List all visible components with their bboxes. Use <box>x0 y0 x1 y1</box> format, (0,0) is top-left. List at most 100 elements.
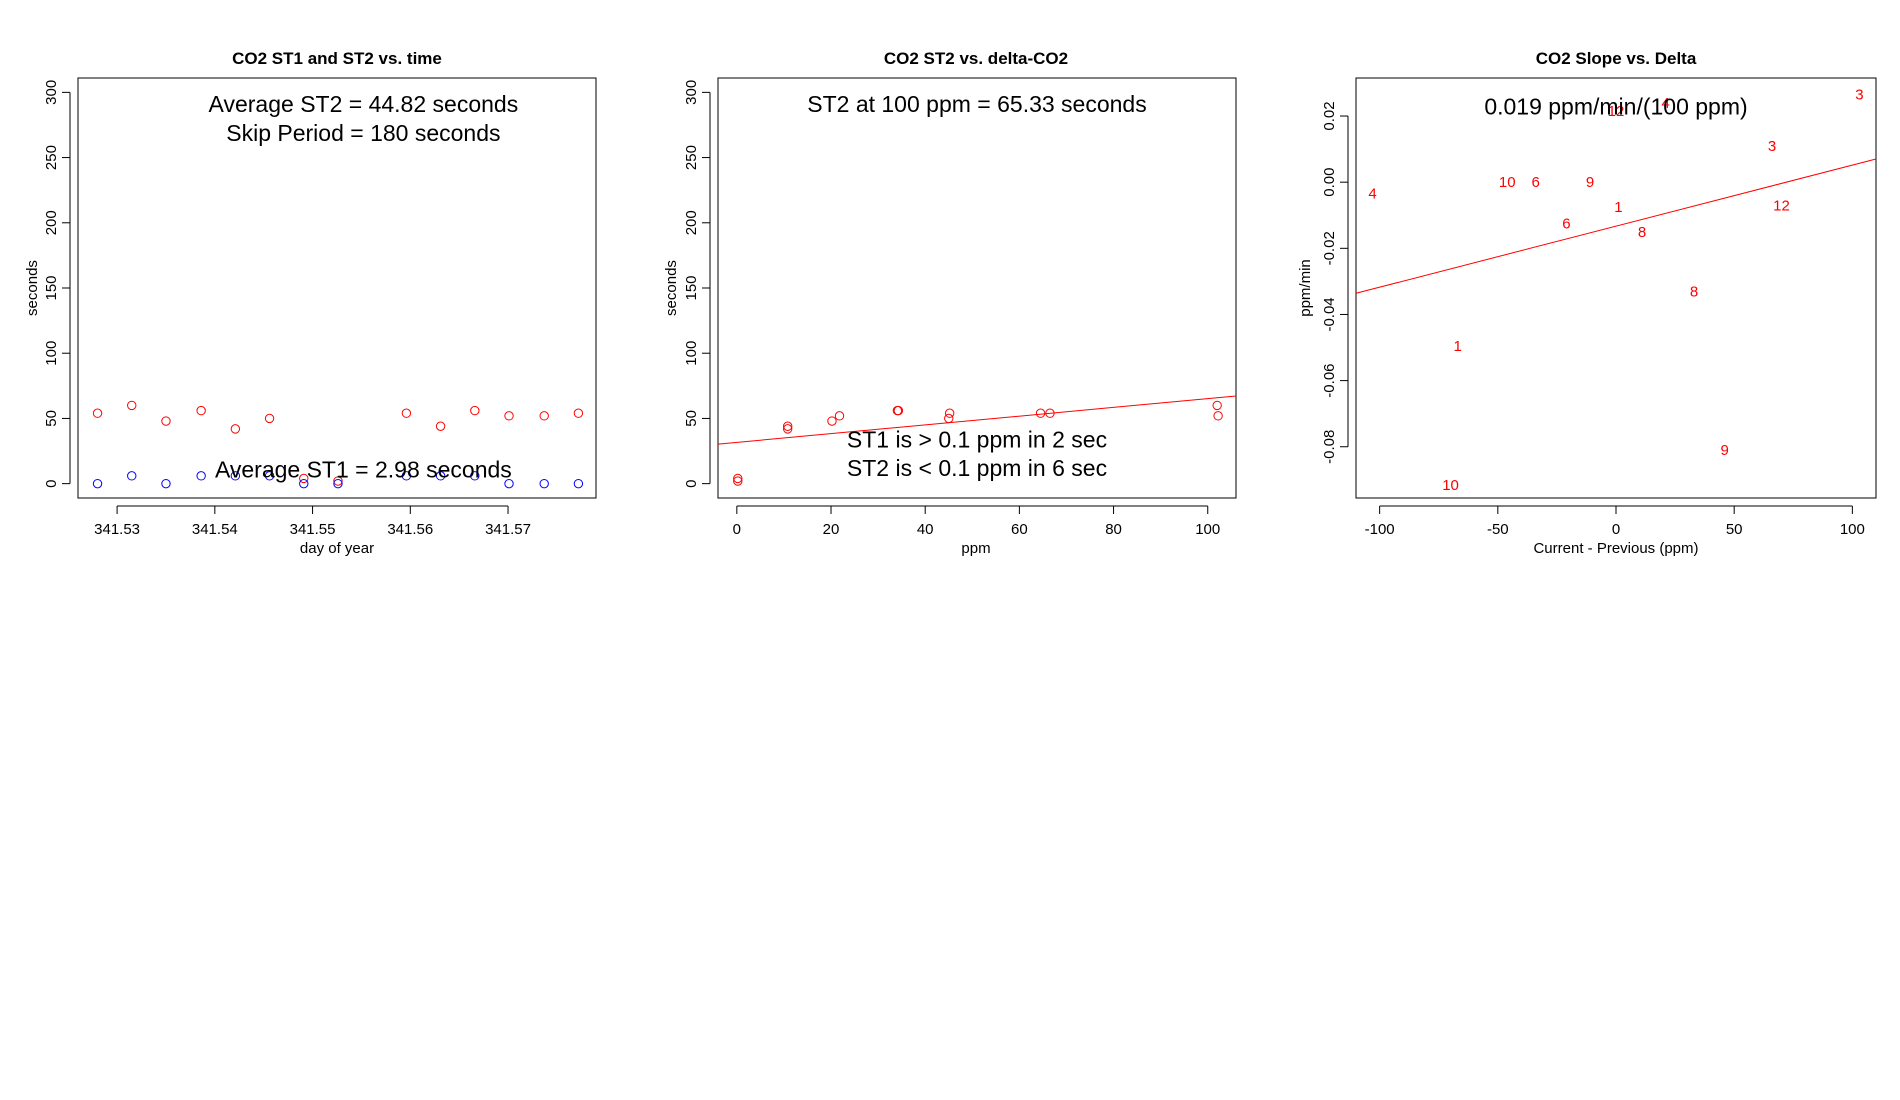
x-axis: 341.53 341.54 341.55 341.56 341.57 <box>94 505 531 538</box>
x-axis-label: Current - Previous (ppm) <box>1533 540 1698 557</box>
x-tick-label: 341.54 <box>192 521 238 538</box>
data-point <box>573 478 584 489</box>
data-point <box>539 478 549 489</box>
x-axis-label: ppm <box>961 540 990 557</box>
point-label: 3 <box>1768 138 1776 155</box>
y-tick-label: 100 <box>43 341 60 366</box>
data-marks <box>733 400 1223 486</box>
data-point <box>1212 400 1222 411</box>
y-tick-label: 0 <box>683 479 700 487</box>
fit-line <box>1355 158 1877 294</box>
panel-title: CO2 Slope vs. Delta <box>1536 49 1697 68</box>
data-point <box>196 405 206 416</box>
x-tick-label: -100 <box>1365 521 1395 538</box>
x-tick-label: 80 <box>1105 521 1122 538</box>
data-point <box>1213 411 1223 421</box>
point-label: 4 <box>1661 95 1669 112</box>
data-point <box>944 408 955 418</box>
x-tick-label: 50 <box>1726 521 1743 538</box>
y-tick-label: 100 <box>683 341 700 366</box>
point-label: 1 <box>1453 338 1461 355</box>
y-axis-label: seconds <box>663 260 680 316</box>
y-tick-label: 300 <box>43 80 60 105</box>
y-axis-label: seconds <box>24 260 41 316</box>
y-tick-label: 250 <box>43 145 60 170</box>
point-label: 8 <box>1638 224 1646 241</box>
data-point <box>264 413 275 424</box>
x-tick-label: 100 <box>1840 521 1865 538</box>
y-tick-label: 200 <box>43 210 60 235</box>
y-axis: 0 50 100 150 200 250 300 <box>43 80 71 488</box>
data-point <box>401 471 412 481</box>
annotation-text: Skip Period = 180 seconds <box>226 120 500 146</box>
fit-line <box>717 395 1237 445</box>
panel-delta: CO2 ST2 vs. delta-CO2 0 20 40 60 80 100 0 50 10… <box>663 49 1237 557</box>
y-tick-label: 0.00 <box>1321 168 1338 197</box>
plot-frame <box>717 77 1237 499</box>
annotation-text: Average ST1 = 2.98 seconds <box>215 456 512 482</box>
x-tick-label: 100 <box>1195 521 1220 538</box>
point-label: 10 <box>1442 477 1459 494</box>
data-point <box>299 478 309 489</box>
x-tick-label: 341.55 <box>290 521 336 538</box>
y-tick-label: 300 <box>683 80 700 105</box>
point-label: 8 <box>1690 283 1698 300</box>
point-label: 6 <box>1562 216 1570 233</box>
point-label: 1 <box>1614 199 1622 216</box>
data-point <box>782 424 793 434</box>
y-axis: -0.08 -0.06 -0.04 -0.02 0.00 0.02 <box>1321 101 1349 464</box>
x-tick-label: -50 <box>1487 521 1509 538</box>
data-point <box>944 413 954 424</box>
data-point <box>333 478 343 489</box>
panel-title: CO2 ST1 and ST2 vs. time <box>232 49 442 68</box>
plot-frame <box>77 77 597 499</box>
annotation-text: 0.019 ppm/min/(100 ppm) <box>1484 93 1747 119</box>
data-marks <box>92 400 584 489</box>
point-label: 10 <box>1499 174 1516 191</box>
y-tick-label: -0.02 <box>1321 231 1338 265</box>
data-point <box>893 405 904 416</box>
x-tick-label: 0 <box>733 521 741 538</box>
data-point <box>127 400 137 411</box>
data-point <box>230 424 241 434</box>
annotations: ST2 at 100 ppm = 65.33 seconds ST1 is > 0… <box>807 91 1146 481</box>
data-point <box>127 471 137 481</box>
regression-line <box>717 395 1237 445</box>
x-axis: 0 20 40 60 80 100 <box>733 505 1220 538</box>
data-point <box>470 471 480 481</box>
y-tick-label: -0.08 <box>1321 430 1338 464</box>
panel-time: CO2 ST1 and ST2 vs. time 341.53 341.54 341… <box>24 49 597 557</box>
data-point <box>92 478 103 489</box>
data-point <box>92 408 103 418</box>
x-axis-label: day of year <box>300 540 374 557</box>
point-label: 9 <box>1586 174 1594 191</box>
data-point <box>1045 408 1055 418</box>
x-tick-label: 341.57 <box>485 521 531 538</box>
data-point <box>827 416 837 426</box>
y-tick-label: 0 <box>43 479 60 487</box>
y-axis-label: ppm/min <box>1297 259 1314 317</box>
point-label: 12 <box>1773 197 1790 214</box>
data-point <box>1035 408 1046 418</box>
y-tick-label: 150 <box>43 275 60 300</box>
data-point <box>299 473 309 484</box>
data-point <box>196 471 206 481</box>
x-tick-label: 40 <box>917 521 934 538</box>
data-point <box>435 421 446 431</box>
point-label: 9 <box>1721 442 1729 459</box>
data-point <box>733 473 743 484</box>
data-point <box>504 411 514 421</box>
data-point <box>264 471 275 481</box>
data-point <box>161 478 171 489</box>
data-point <box>782 421 793 431</box>
data-point <box>470 405 480 416</box>
panel-title: CO2 ST2 vs. delta-CO2 <box>884 49 1068 68</box>
data-point <box>539 411 549 421</box>
y-tick-label: 50 <box>43 410 60 427</box>
data-point <box>401 408 412 418</box>
annotation-text: Average ST2 = 44.82 seconds <box>209 91 519 117</box>
data-point <box>435 471 446 481</box>
